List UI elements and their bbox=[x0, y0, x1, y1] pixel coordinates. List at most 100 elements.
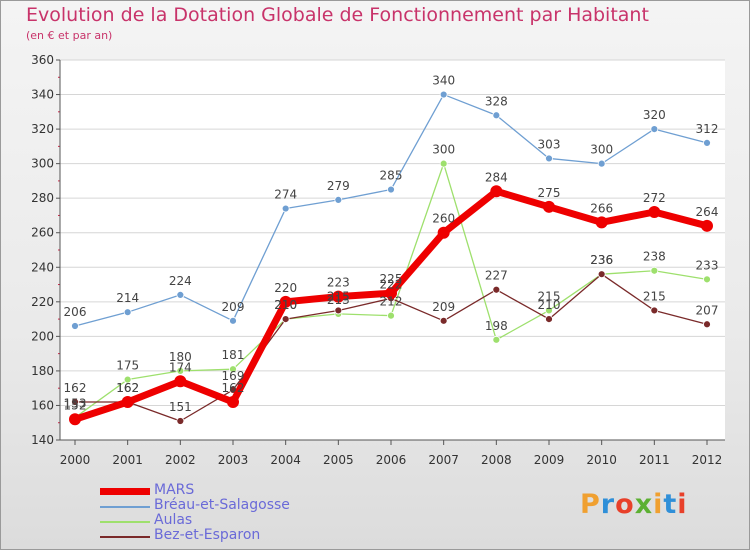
y-tick-label: 300 bbox=[31, 157, 54, 171]
data-label-aulas: 175 bbox=[116, 359, 139, 373]
y-tick-label: 260 bbox=[31, 226, 54, 240]
data-label-aulas: 181 bbox=[222, 348, 245, 362]
data-point-aulas bbox=[229, 365, 237, 374]
x-tick-label: 2004 bbox=[270, 453, 301, 467]
data-label-bez: 210 bbox=[274, 298, 297, 312]
data-label-mars: 152 bbox=[64, 398, 87, 412]
data-point-breau bbox=[229, 316, 237, 325]
data-point-bez bbox=[703, 320, 711, 329]
data-label-aulas: 213 bbox=[327, 293, 350, 307]
data-label-aulas: 153 bbox=[64, 397, 87, 411]
data-point-mars bbox=[543, 200, 555, 213]
legend-label-mars: MARS bbox=[154, 482, 195, 498]
data-point-mars bbox=[648, 206, 661, 218]
data-point-breau bbox=[387, 185, 395, 194]
data-label-aulas: 233 bbox=[696, 258, 719, 272]
y-tick-label: 340 bbox=[31, 88, 54, 102]
data-label-mars: 272 bbox=[643, 191, 666, 205]
data-label-breau: 300 bbox=[590, 143, 613, 157]
data-label-mars: 225 bbox=[380, 272, 403, 286]
data-label-breau: 224 bbox=[169, 274, 192, 288]
data-label-mars: 260 bbox=[432, 212, 455, 226]
data-label-breau: 328 bbox=[485, 94, 508, 108]
x-tick-label: 2012 bbox=[692, 453, 723, 467]
data-point-bez bbox=[597, 270, 606, 279]
data-label-aulas: 238 bbox=[643, 250, 666, 264]
data-label-aulas: 300 bbox=[432, 143, 455, 157]
data-point-breau bbox=[334, 196, 343, 204]
data-label-mars: 275 bbox=[538, 186, 561, 200]
logo-letter: t bbox=[663, 489, 678, 520]
y-tick-label: 140 bbox=[31, 433, 54, 447]
data-label-bez: 215 bbox=[643, 289, 666, 303]
x-tick-label: 2000 bbox=[60, 453, 91, 467]
data-point-aulas bbox=[545, 306, 553, 315]
proxiti-logo: Proxiti bbox=[580, 489, 688, 520]
data-label-mars: 174 bbox=[169, 360, 192, 374]
x-tick-label: 2007 bbox=[428, 453, 459, 467]
chart-subtitle: (en € et par an) bbox=[26, 29, 113, 42]
x-tick-label: 2009 bbox=[534, 453, 565, 467]
data-label-bez: 207 bbox=[696, 303, 719, 317]
data-label-breau: 279 bbox=[327, 179, 350, 193]
legend-label-aulas: Aulas bbox=[154, 512, 193, 528]
data-label-mars: 264 bbox=[696, 205, 719, 219]
data-point-bez bbox=[650, 306, 659, 315]
data-label-aulas: 212 bbox=[380, 295, 403, 309]
data-label-breau: 274 bbox=[274, 188, 297, 202]
data-label-bez: 169 bbox=[222, 369, 245, 383]
data-label-mars: 220 bbox=[274, 281, 297, 295]
x-tick-label: 2008 bbox=[481, 453, 512, 467]
plot-area bbox=[60, 60, 725, 440]
data-point-breau bbox=[176, 291, 185, 299]
data-label-breau: 340 bbox=[432, 74, 455, 88]
x-tick-label: 2006 bbox=[376, 453, 407, 467]
data-point-mars bbox=[279, 295, 292, 308]
data-label-aulas: 236 bbox=[590, 253, 613, 267]
y-tick-label: 160 bbox=[31, 398, 54, 412]
logo-letter: P bbox=[580, 489, 601, 520]
data-point-bez bbox=[71, 398, 79, 406]
data-label-mars: 284 bbox=[485, 170, 508, 184]
logo-letter: i bbox=[653, 489, 664, 520]
x-tick-label: 2003 bbox=[218, 453, 249, 467]
logo-letter: i bbox=[677, 489, 688, 520]
data-label-mars: 266 bbox=[590, 201, 613, 215]
data-label-bez: 227 bbox=[485, 269, 508, 283]
data-label-breau: 312 bbox=[696, 122, 719, 136]
data-label-mars: 223 bbox=[327, 276, 350, 290]
data-point-mars bbox=[385, 287, 397, 300]
data-point-bez bbox=[545, 315, 553, 323]
data-point-mars bbox=[227, 396, 239, 408]
data-label-breau: 320 bbox=[643, 108, 666, 122]
data-point-breau bbox=[597, 159, 606, 168]
data-point-breau bbox=[545, 154, 553, 163]
data-point-bez bbox=[176, 417, 185, 425]
data-label-aulas: 180 bbox=[169, 350, 192, 364]
data-label-mars: 162 bbox=[116, 381, 139, 395]
y-tick-label: 220 bbox=[31, 295, 54, 309]
data-point-breau bbox=[123, 308, 132, 317]
data-point-aulas bbox=[439, 159, 448, 168]
legend-label-bez: Bez-et-Esparon bbox=[154, 527, 261, 543]
logo-letter: o bbox=[615, 489, 635, 520]
data-label-breau: 303 bbox=[538, 137, 561, 151]
data-label-aulas: 210 bbox=[274, 298, 297, 312]
data-point-mars bbox=[332, 290, 345, 303]
legend-swatch-bez bbox=[100, 536, 150, 538]
logo-letter: r bbox=[600, 489, 616, 520]
data-label-aulas: 215 bbox=[538, 289, 561, 303]
x-tick-label: 2005 bbox=[323, 453, 354, 467]
data-point-aulas bbox=[387, 311, 395, 320]
data-point-mars bbox=[437, 226, 450, 239]
data-point-aulas bbox=[176, 367, 185, 375]
data-point-mars bbox=[174, 375, 187, 388]
y-tick-label: 320 bbox=[31, 122, 54, 136]
legend-label-breau: Bréau-et-Salagosse bbox=[154, 497, 290, 513]
data-point-breau bbox=[703, 139, 711, 147]
data-label-aulas: 198 bbox=[485, 319, 508, 333]
data-point-mars bbox=[595, 216, 608, 229]
chart-title: Evolution de la Dotation Globale de Fonc… bbox=[26, 4, 649, 26]
data-label-bez: 209 bbox=[432, 300, 455, 314]
chart-svg: 140 160 180 200 220 240 260 280 300 320 340 360 2000… bbox=[31, 53, 725, 467]
